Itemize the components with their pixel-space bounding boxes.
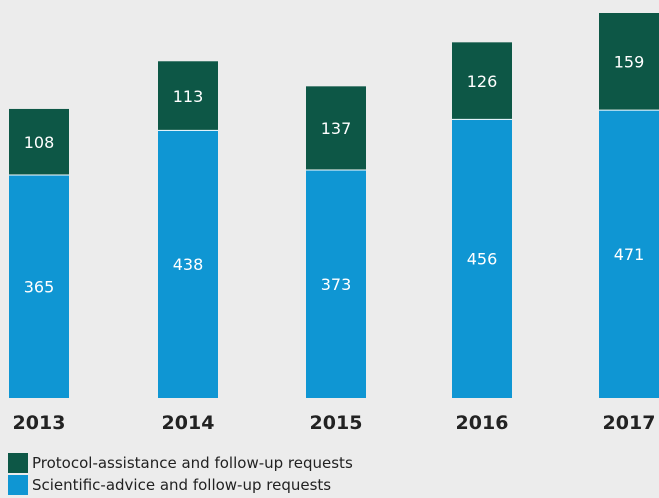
bar-scientific-advice-2016 (452, 119, 512, 398)
data-label-protocol-assistance-2013: 108 (24, 133, 55, 152)
bar-protocol-assistance-2016 (452, 42, 512, 120)
bar-protocol-assistance-2015 (306, 86, 366, 171)
x-tick-label-2015: 2015 (310, 412, 363, 434)
legend-label-scientific-advice: Scientific-advice and follow-up requests (32, 476, 332, 494)
data-label-scientific-advice-2017: 471 (614, 245, 645, 264)
x-tick-label-2014: 2014 (162, 412, 215, 434)
x-tick-label-2013: 2013 (13, 412, 66, 434)
bar-scientific-advice-2014 (158, 130, 218, 399)
legend-label-protocol-assistance: Protocol-assistance and follow-up reques… (32, 454, 353, 472)
data-label-scientific-advice-2015: 373 (321, 275, 352, 294)
bar-protocol-assistance-2013 (9, 108, 69, 175)
x-tick-label-2016: 2016 (456, 412, 509, 434)
bar-protocol-assistance-2017 (599, 13, 659, 111)
legend-item-scientific-advice: Scientific-advice and follow-up requests (8, 474, 353, 496)
data-label-protocol-assistance-2016: 126 (467, 72, 498, 91)
data-label-scientific-advice-2016: 456 (467, 250, 498, 269)
legend-swatch-scientific-advice (8, 475, 28, 495)
bar-scientific-advice-2017 (599, 110, 659, 399)
chart-legend: Protocol-assistance and follow-up reques… (8, 452, 353, 496)
bar-scientific-advice-2013 (9, 174, 69, 398)
stacked-bar-chart: 365 108 2013 438 113 2014 373 137 2015 456 126 2016… (9, 13, 659, 434)
bar-scientific-advice-2015 (306, 170, 366, 398)
legend-item-protocol-assistance: Protocol-assistance and follow-up reques… (8, 452, 353, 474)
x-tick-label-2017: 2017 (603, 412, 656, 434)
bar-protocol-assistance-2014 (158, 61, 218, 131)
data-label-protocol-assistance-2014: 113 (173, 87, 204, 106)
data-label-protocol-assistance-2015: 137 (321, 119, 352, 138)
data-label-scientific-advice-2014: 438 (173, 255, 204, 274)
legend-swatch-protocol-assistance (8, 453, 28, 473)
data-label-protocol-assistance-2017: 159 (614, 53, 645, 72)
data-label-scientific-advice-2013: 365 (24, 277, 55, 296)
